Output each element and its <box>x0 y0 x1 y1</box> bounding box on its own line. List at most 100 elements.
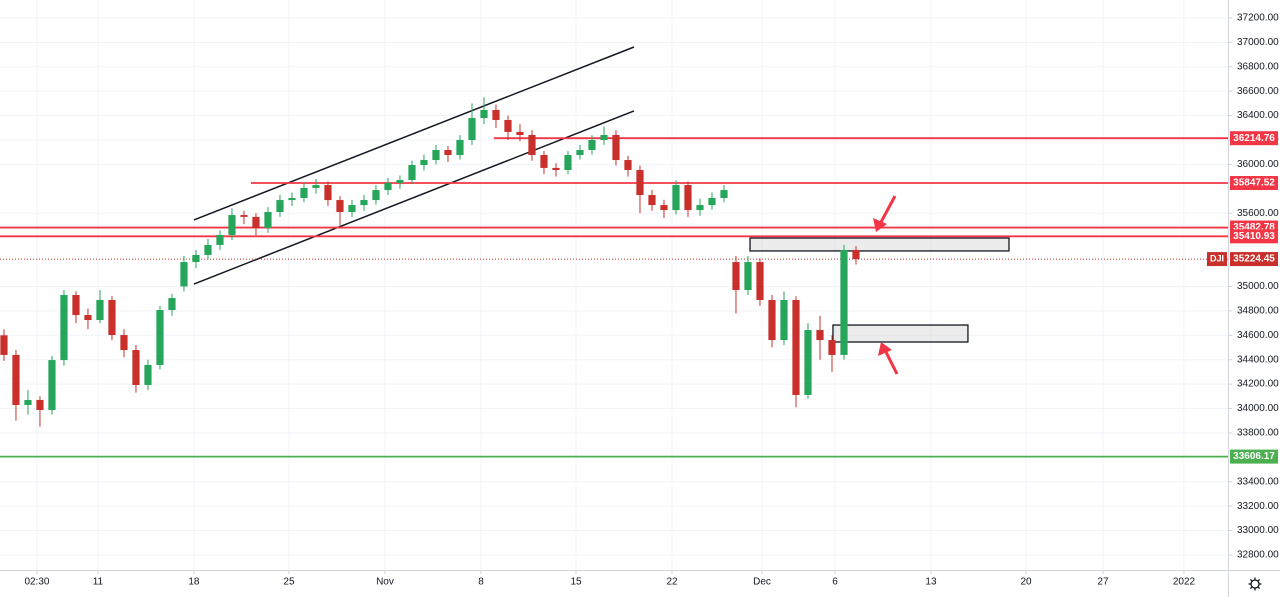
y-tick-label: 32800.00 <box>1237 550 1279 561</box>
annotation-arrows <box>873 195 899 375</box>
candle-body <box>804 330 812 395</box>
y-tick-label: 35600.00 <box>1237 208 1279 219</box>
candle-body <box>228 215 236 235</box>
candle-body <box>756 262 764 301</box>
y-tick-label: 36600.00 <box>1237 86 1279 97</box>
candle-body <box>168 298 176 311</box>
candle-body <box>600 134 608 140</box>
x-tick-label: Nov <box>376 577 394 588</box>
candle-body <box>264 212 272 228</box>
arrow-head <box>878 342 892 356</box>
symbol-label: DJI <box>1210 253 1224 263</box>
candle-body <box>696 205 704 211</box>
level-label-bg <box>1230 131 1278 146</box>
candle-body <box>324 185 332 201</box>
candle-body <box>828 340 836 355</box>
gear-teeth[interactable] <box>1248 577 1262 591</box>
trend-line <box>193 46 635 221</box>
drawings <box>0 46 1228 458</box>
level-label: 35847.52 <box>1233 178 1275 189</box>
candle-body <box>300 187 308 198</box>
y-tick-label: 36000.00 <box>1237 159 1279 170</box>
candle-body <box>156 310 164 365</box>
candle-body <box>96 300 104 321</box>
y-tick-label: 35000.00 <box>1237 281 1279 292</box>
x-tick-label: 27 <box>1097 577 1109 588</box>
x-tick-label: 18 <box>188 577 200 588</box>
candle-body <box>216 234 224 245</box>
y-tick-label: 37000.00 <box>1237 37 1279 48</box>
candle-body <box>660 205 668 211</box>
labels: 32800.00 33000.00 33200.00 33400.00 33800.00… <box>24 13 1279 588</box>
last-price-label: 35224.45 <box>1233 254 1275 265</box>
level-label: 36214.76 <box>1233 133 1275 144</box>
candle-body <box>684 185 692 211</box>
y-tick-label: 37200.00 <box>1237 13 1279 24</box>
x-tick-label: 15 <box>570 577 582 588</box>
candle-body <box>420 160 428 166</box>
x-tick-label: 6 <box>832 577 838 588</box>
y-tick-label: 34000.00 <box>1237 403 1279 414</box>
candle-body <box>396 180 404 183</box>
y-tick-label: 34400.00 <box>1237 354 1279 365</box>
settings-icon[interactable] <box>1248 577 1262 591</box>
candle-body <box>528 134 536 156</box>
candle-body <box>492 109 500 120</box>
y-tick-label: 33400.00 <box>1237 476 1279 487</box>
x-tick-label: 13 <box>925 577 937 588</box>
candle-body <box>108 300 116 336</box>
candle-body <box>408 165 416 181</box>
candle-body <box>432 150 440 161</box>
candle-body <box>624 160 632 171</box>
y-tick-label: 33000.00 <box>1237 525 1279 536</box>
x-tick-label: 02:30 <box>24 577 49 588</box>
level-label-bg <box>1230 229 1278 244</box>
candle-body <box>468 118 476 140</box>
arrow-head <box>873 218 887 232</box>
y-tick-label: 34800.00 <box>1237 306 1279 317</box>
candle-body <box>732 262 740 291</box>
last-price-bg <box>1230 252 1278 267</box>
candles <box>0 97 860 427</box>
candle-body <box>576 150 584 156</box>
y-tick-label: 34200.00 <box>1237 379 1279 390</box>
candle-body <box>588 139 596 151</box>
candle-body <box>60 295 68 361</box>
x-tick-label: 22 <box>666 577 678 588</box>
y-tick-label: 33800.00 <box>1237 428 1279 439</box>
candle-body <box>744 262 752 291</box>
x-tick-label: 25 <box>283 577 295 588</box>
arrow <box>878 195 897 225</box>
candle-body <box>360 200 368 206</box>
candle-body <box>12 354 20 405</box>
candle-body <box>504 119 512 132</box>
candle-body <box>144 364 152 385</box>
candle-body <box>792 300 800 395</box>
candle-body <box>708 197 716 206</box>
candle-body <box>636 170 644 196</box>
symbol-label-bg <box>1207 252 1227 267</box>
y-tick-label: 36400.00 <box>1237 110 1279 121</box>
arrow <box>883 349 899 375</box>
candle-body <box>24 399 32 405</box>
x-tick-label: 8 <box>478 577 484 588</box>
candle-body <box>204 244 212 255</box>
candle-body <box>456 139 464 156</box>
candle-body <box>84 315 92 321</box>
candle-body <box>336 200 344 213</box>
zone <box>749 237 1010 252</box>
candle-body <box>852 249 860 260</box>
candle-body <box>132 350 140 385</box>
candle-body <box>384 182 392 191</box>
candle-body <box>480 109 488 119</box>
x-tick-label: Dec <box>753 577 771 588</box>
gear[interactable] <box>1250 579 1260 589</box>
candle-body <box>0 335 8 355</box>
candle-body <box>840 249 848 355</box>
y-tick-label: 33200.00 <box>1237 501 1279 512</box>
level-label: 33606.17 <box>1233 451 1275 462</box>
y-tick-label: 36800.00 <box>1237 61 1279 72</box>
candle-body <box>780 300 788 341</box>
candle-body <box>552 167 560 171</box>
